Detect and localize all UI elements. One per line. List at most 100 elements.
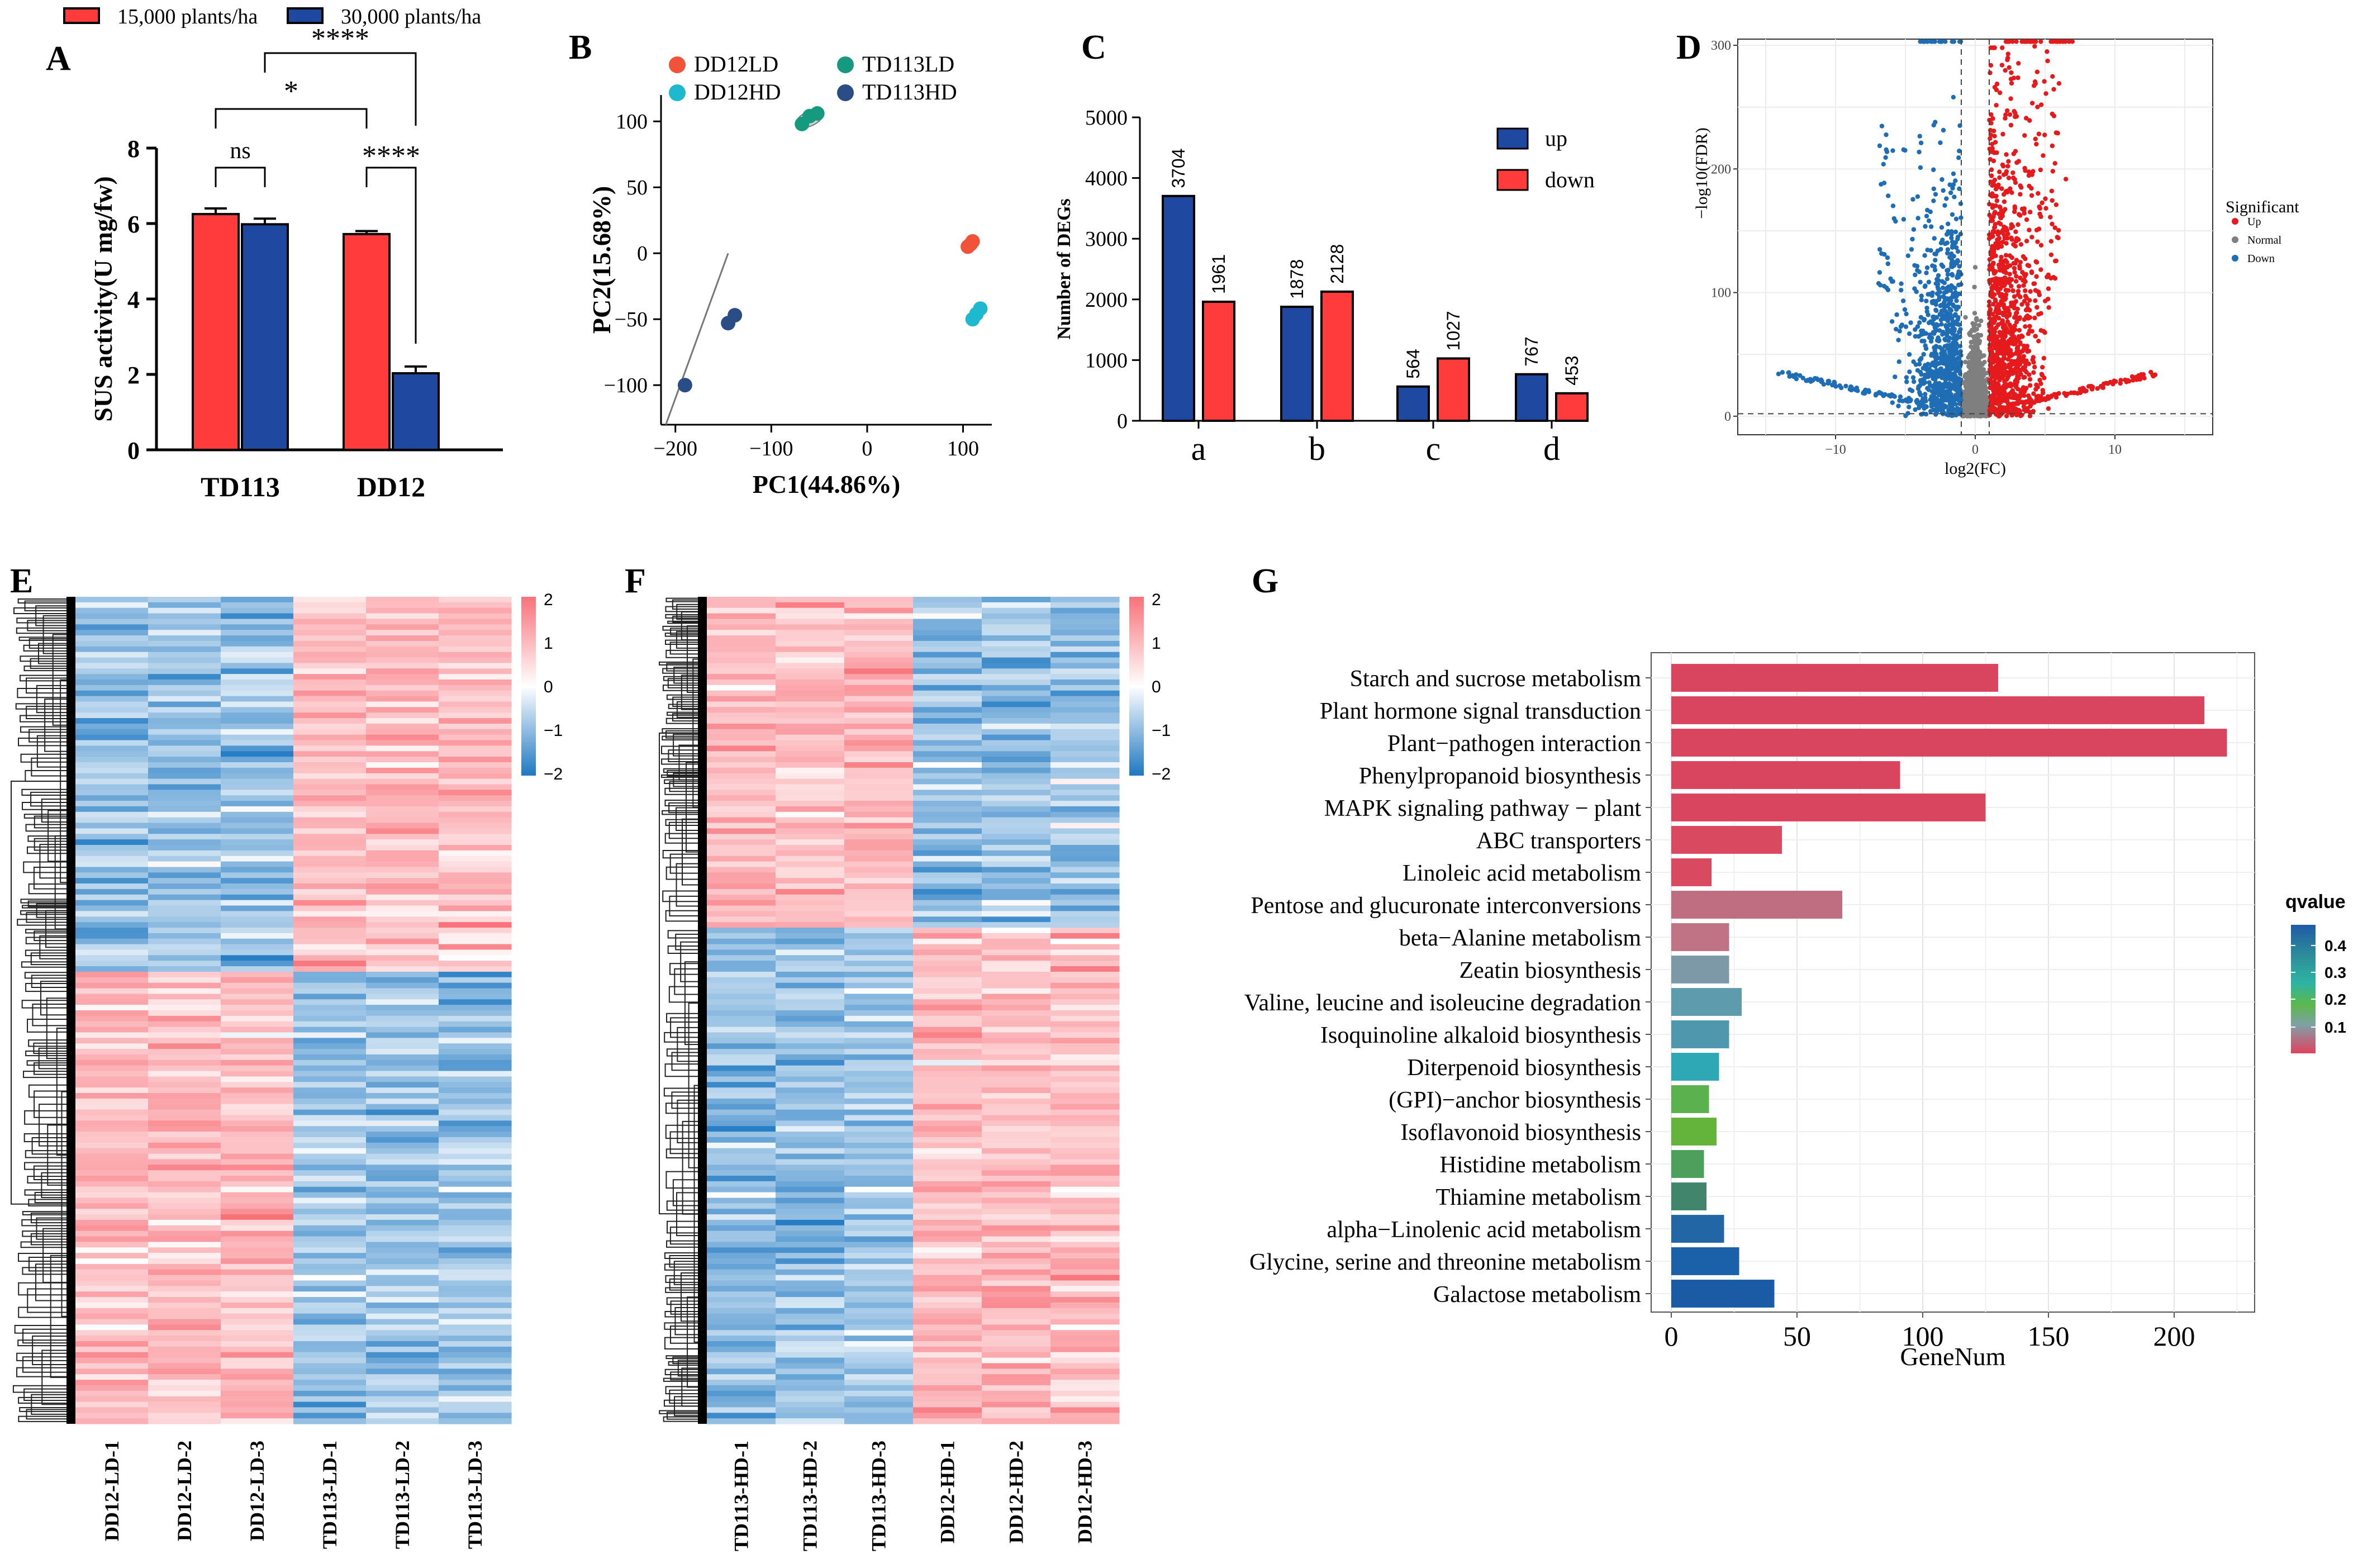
f-heatmap-cell <box>913 1380 982 1386</box>
d-point <box>2008 122 2014 128</box>
f-heatmap-cell <box>982 888 1051 895</box>
e-heatmap-cell <box>439 1346 512 1353</box>
f-heatmap-cell <box>707 999 776 1005</box>
d-point <box>2023 324 2028 329</box>
d-point <box>1938 312 1944 318</box>
d-point <box>1908 320 1913 325</box>
f-heatmap-cell <box>1050 944 1120 951</box>
e-heatmap-cell <box>75 1082 149 1088</box>
d-point <box>1877 247 1882 252</box>
d-point <box>1927 332 1932 338</box>
d-point <box>1993 203 1998 208</box>
d-point <box>2012 306 2017 311</box>
e-heatmap-cell <box>439 602 512 609</box>
e-heatmap-cell <box>366 994 439 1000</box>
f-heatmap-cell <box>1050 1137 1120 1143</box>
f-heatmap-cell <box>913 1396 982 1403</box>
d-point <box>1945 276 1950 282</box>
d-point <box>1877 143 1882 149</box>
f-heatmap-cell <box>913 928 982 934</box>
f-heatmap-cell <box>913 994 982 1000</box>
f-heatmap-cell <box>776 1363 845 1369</box>
d-point <box>1994 103 1999 108</box>
e-heatmap-cell <box>439 1313 512 1320</box>
f-heatmap-cell <box>982 1336 1051 1342</box>
c-legend-label: up <box>1545 126 1567 151</box>
e-heatmap-cell <box>221 916 294 923</box>
d-point <box>1999 63 2005 68</box>
e-dendrogram-branch <box>17 1253 66 1262</box>
b-y-tick-label: 50 <box>626 176 648 199</box>
f-heatmap-cell <box>776 1230 845 1237</box>
d-point <box>1929 351 1934 357</box>
e-heatmap-cell <box>366 773 439 780</box>
d-point <box>2004 326 2009 332</box>
d-point <box>2050 74 2055 79</box>
e-heatmap-cell <box>148 734 221 741</box>
d-point <box>2005 375 2010 381</box>
d-point <box>2001 347 2007 352</box>
e-heatmap-cell <box>293 938 367 945</box>
d-point <box>1922 284 1928 289</box>
e-heatmap-cell <box>221 762 294 768</box>
e-heatmap-cell <box>439 607 512 614</box>
e-heatmap-cell <box>148 988 221 994</box>
e-heatmap-cell <box>221 1065 294 1072</box>
d-point <box>2009 237 2014 242</box>
f-heatmap-cell <box>982 1076 1051 1082</box>
d-point <box>2032 364 2037 370</box>
e-dendrogram-branch <box>22 1356 66 1373</box>
d-point <box>1947 349 1952 354</box>
f-heatmap-cell <box>982 944 1051 951</box>
f-heatmap-cell <box>707 911 776 917</box>
f-heatmap-cell <box>776 745 845 752</box>
e-heatmap-cell <box>148 949 221 956</box>
e-heatmap-cell <box>148 767 221 774</box>
e-heatmap-cell <box>221 801 294 807</box>
f-heatmap-cell <box>776 1142 845 1149</box>
d-point <box>1974 317 1979 322</box>
e-heatmap-cell <box>293 1198 367 1204</box>
e-heatmap-cell <box>293 883 367 890</box>
f-heatmap-cell <box>776 1005 845 1011</box>
e-heatmap-cell <box>221 668 294 674</box>
d-point <box>1876 391 1881 396</box>
f-heatmap-cell <box>776 1330 845 1336</box>
panel-letter-d: D <box>1676 28 1701 66</box>
d-point <box>1905 253 1911 258</box>
d-point <box>1997 385 2002 390</box>
e-dendrogram-branch <box>30 791 66 807</box>
e-heatmap-cell <box>75 850 149 857</box>
e-heatmap-cell <box>439 795 512 801</box>
d-point <box>1945 240 1950 245</box>
d-point <box>1950 39 1955 44</box>
e-heatmap-cell <box>293 999 367 1005</box>
e-heatmap-cell <box>75 1005 149 1011</box>
e-dendrogram-branch <box>34 1192 66 1204</box>
e-heatmap-cell <box>148 1176 221 1182</box>
f-heatmap-cell <box>982 1291 1051 1298</box>
f-heatmap-cell <box>913 834 982 840</box>
d-point <box>2103 381 2109 386</box>
d-point <box>1988 136 1993 141</box>
e-dendrogram-branch <box>42 615 66 654</box>
f-heatmap-cell <box>844 1065 914 1072</box>
d-point <box>1904 311 1909 317</box>
d-point <box>1993 370 1998 375</box>
f-heatmap-cell <box>1050 680 1120 686</box>
f-heatmap-cell <box>707 867 776 873</box>
b-legend-marker <box>837 84 854 101</box>
f-heatmap-cell <box>707 767 776 774</box>
e-heatmap-cell <box>221 1181 294 1187</box>
f-heatmap-cell <box>982 922 1051 928</box>
e-heatmap-cell <box>221 1198 294 1204</box>
e-heatmap-cell <box>75 745 149 752</box>
f-heatmap-cell <box>707 751 776 757</box>
e-heatmap-cell <box>439 1286 512 1292</box>
e-dendrogram-branch <box>34 838 66 851</box>
e-heatmap-cell <box>221 1186 294 1193</box>
panel-a: A 15,000 plants/ha 30,000 plants/ha 02468… <box>46 5 503 502</box>
d-point <box>2037 211 2042 217</box>
e-heatmap-cell <box>366 888 439 895</box>
f-heatmap-cell <box>982 1170 1051 1176</box>
